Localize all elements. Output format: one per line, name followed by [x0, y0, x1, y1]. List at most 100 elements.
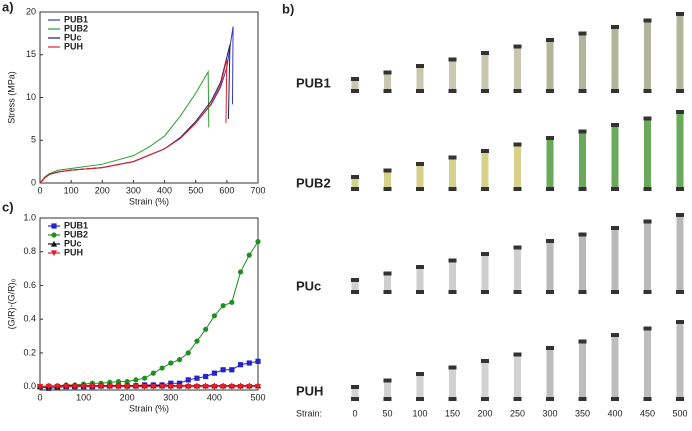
series-line: [39, 58, 228, 184]
specimen-grip: [611, 123, 619, 127]
specimen: [676, 213, 684, 294]
x-tick-label: 100: [64, 185, 79, 195]
specimen-body: [676, 111, 684, 190]
specimen-body: [644, 19, 651, 92]
x-tick-label: 100: [76, 392, 91, 402]
specimen: [481, 359, 489, 401]
specimen-grip: [676, 290, 684, 294]
specimen-grip: [643, 187, 652, 191]
strain-value: 0: [352, 408, 357, 418]
x-tick-label: 200: [95, 185, 110, 195]
specimen-grip: [676, 187, 684, 191]
specimen-grip: [383, 290, 392, 294]
specimen: [676, 12, 684, 93]
specimen: [513, 142, 522, 191]
x-tick-label: 0: [37, 392, 42, 402]
legend-label: PUB2: [64, 229, 88, 239]
specimen: [546, 38, 554, 93]
y-tick-label: 0: [31, 177, 36, 187]
specimen-body: [644, 117, 651, 190]
point: [168, 360, 174, 366]
x-tick-label: 700: [250, 185, 265, 195]
specimen-grip: [578, 129, 587, 134]
specimen-grip: [351, 397, 359, 401]
y-tick-label: 15: [26, 49, 36, 59]
point: [246, 360, 252, 366]
specimen-grip: [643, 116, 652, 121]
y-tick-label: 0.2: [23, 347, 36, 357]
y-axis-label: (G/R)-(G/R)₀: [6, 278, 16, 329]
specimen-body: [611, 124, 619, 190]
specimen: [448, 365, 457, 401]
specimen-body: [676, 13, 684, 92]
point: [158, 384, 166, 390]
specimen: [643, 326, 652, 401]
specimen-grip: [383, 271, 392, 276]
x-tick-label: 300: [163, 392, 178, 402]
strain-value: 450: [640, 408, 655, 418]
specimen-grip: [448, 57, 457, 62]
specimen: [676, 110, 684, 191]
specimen-grip: [481, 290, 489, 294]
point: [254, 384, 262, 390]
specimen-grip: [481, 51, 489, 55]
specimen-body: [644, 327, 651, 400]
specimen-grip: [383, 187, 392, 191]
point: [211, 313, 217, 319]
x-tick-label: 500: [188, 185, 203, 195]
point: [141, 384, 148, 390]
specimen: [351, 175, 359, 191]
specimen: [416, 64, 424, 93]
specimen-grip: [351, 278, 359, 282]
specimen-grip: [481, 252, 489, 256]
specimen-body: [644, 220, 651, 293]
specimen-grip: [578, 232, 587, 237]
specimen: [643, 18, 652, 93]
specimen: [383, 378, 392, 401]
specimen-grip: [513, 44, 522, 49]
specimen: [416, 265, 424, 294]
specimen-body: [416, 65, 424, 92]
specimen-grip: [351, 77, 359, 81]
strain-value: 400: [607, 408, 622, 418]
specimen-grip: [643, 397, 652, 401]
point: [194, 338, 200, 344]
point: [211, 384, 218, 390]
plot-frame: [39, 217, 259, 391]
specimen-grip: [383, 70, 392, 75]
specimen-body: [676, 214, 684, 293]
specimen-grip: [643, 18, 652, 23]
specimen-grip: [351, 290, 359, 294]
specimen-grip: [578, 397, 587, 401]
x-axis-label: Strain (%): [129, 403, 169, 413]
specimen-grip: [578, 31, 587, 36]
specimen: [351, 385, 359, 401]
specimen-body: [416, 373, 424, 400]
specimen: [546, 346, 554, 401]
specimen: [513, 352, 522, 401]
specimen-grip: [416, 64, 424, 68]
row-label: PUB1: [296, 75, 331, 90]
y-tick-label: 0.4: [23, 314, 36, 324]
specimen: [611, 123, 619, 191]
specimen-body: [514, 143, 521, 190]
legend-marker: [50, 250, 58, 257]
specimen-body: [611, 26, 619, 92]
legend-marker: [51, 223, 57, 229]
panel-label: a): [2, 0, 14, 14]
legend-marker: [50, 240, 58, 247]
specimen-body: [514, 353, 521, 400]
specimen-body: [449, 58, 456, 92]
specimen: [643, 116, 652, 191]
specimen: [383, 271, 392, 294]
specimen-grip: [351, 89, 359, 93]
specimen-body: [449, 366, 456, 400]
point: [246, 384, 253, 390]
strain-value: 200: [477, 408, 492, 418]
specimen-grip: [578, 339, 587, 344]
specimen: [611, 226, 619, 294]
specimen-grip: [416, 187, 424, 191]
specimen-grip: [676, 213, 684, 217]
specimen-grip: [448, 365, 457, 370]
point: [142, 375, 148, 381]
